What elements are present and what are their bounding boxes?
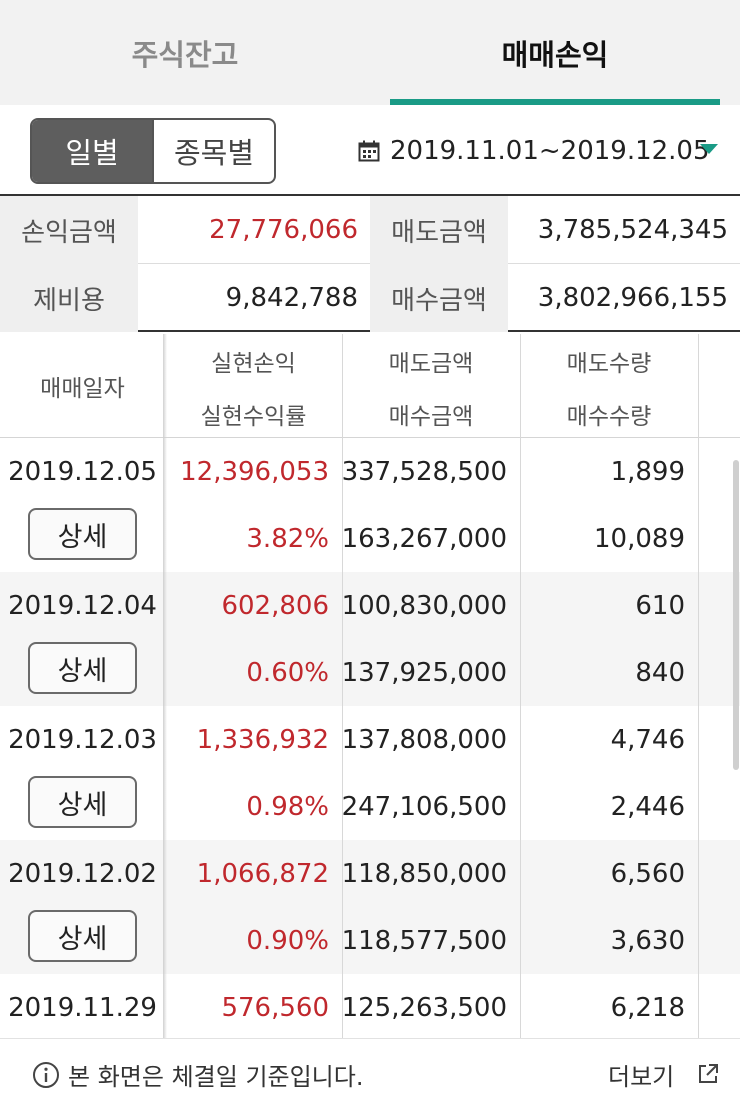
tab-trading-pl[interactable]: 매매손익 <box>501 37 609 72</box>
realized-pl: 602,806 <box>221 590 329 621</box>
header-buy-amount-label: 매수금액 <box>388 404 474 430</box>
external-link-icon[interactable] <box>697 1063 719 1085</box>
detail-button[interactable]: 상세 <box>28 910 137 962</box>
calendar-icon <box>358 140 380 162</box>
trade-rows[interactable]: 2019.12.05 상세 12,396,053 3.82% 337,528,5… <box>0 438 740 1038</box>
realized-rate: 0.98% <box>246 791 329 822</box>
sell-qty: 1,899 <box>610 456 685 487</box>
profit-amount-label: 손익금액 <box>0 196 138 264</box>
table-row: 2019.12.02 상세 1,066,872 0.90% 118,850,00… <box>0 840 740 974</box>
by-stock-toggle-button[interactable]: 종목별 <box>152 120 274 182</box>
buy-qty: 10,089 <box>594 523 685 554</box>
info-icon <box>33 1062 59 1088</box>
detail-button[interactable]: 상세 <box>28 508 137 560</box>
trade-date: 2019.12.03 <box>8 724 157 755</box>
summary-table: 손익금액 27,776,066 매도금액 3,785,524,345 제비용 9… <box>0 194 740 332</box>
daily-toggle-button[interactable]: 일별 <box>32 120 152 182</box>
sell-amount-label: 매도금액 <box>370 196 508 264</box>
detail-button[interactable]: 상세 <box>28 776 137 828</box>
table-row: 2019.12.05 상세 12,396,053 3.82% 337,528,5… <box>0 438 740 572</box>
header-buy-qty-label: 매수수량 <box>566 404 652 430</box>
buy-amount-value: 3,802,966,155 <box>537 283 728 313</box>
header-amounts: 매도금액 매수금액 <box>342 334 520 438</box>
buy-qty: 840 <box>635 657 685 688</box>
trade-date: 2019.12.05 <box>8 456 157 487</box>
realized-pl: 12,396,053 <box>180 456 329 487</box>
buy-amount-label: 매수금액 <box>370 264 508 332</box>
horizontal-scroll-indicator[interactable] <box>733 460 739 770</box>
tab-stock-balance[interactable]: 주식잔고 <box>131 37 239 72</box>
sell-qty: 4,746 <box>610 724 685 755</box>
header-quantities: 매도수량 매수수량 <box>520 334 698 438</box>
buy-amount: 163,267,000 <box>341 523 507 554</box>
more-link[interactable]: 더보기 <box>608 1063 675 1091</box>
table-row: 2019.12.03 상세 1,336,932 0.98% 137,808,00… <box>0 706 740 840</box>
table-row: 2019.11.29 576,560 125,263,500 6,218 <box>0 974 740 1038</box>
column-divider <box>342 334 343 1038</box>
active-tab-indicator <box>390 99 720 105</box>
top-tab-bar: 주식잔고 매매손익 <box>0 0 740 105</box>
sell-qty: 610 <box>635 590 685 621</box>
realized-pl: 576,560 <box>221 992 329 1023</box>
sell-qty: 6,560 <box>610 858 685 889</box>
column-divider <box>520 334 521 1038</box>
realized-rate: 0.60% <box>246 657 329 688</box>
header-sell-qty-label: 매도수량 <box>566 351 652 377</box>
profit-amount-value: 27,776,066 <box>209 215 358 245</box>
realized-rate: 0.90% <box>246 925 329 956</box>
header-realized-pl: 실현손익 실현수익률 <box>165 334 342 438</box>
sell-amount: 337,528,500 <box>341 456 507 487</box>
table-row: 2019.12.04 상세 602,806 0.60% 100,830,000 … <box>0 572 740 706</box>
date-range-text: 2019.11.01~2019.12.05 <box>390 136 710 166</box>
sell-amount: 118,850,000 <box>341 858 507 889</box>
buy-amount: 247,106,500 <box>341 791 507 822</box>
header-trade-date: 매매일자 <box>40 376 125 402</box>
sell-amount: 125,263,500 <box>341 992 507 1023</box>
frozen-column-shadow <box>163 334 167 1038</box>
sell-qty: 6,218 <box>610 992 685 1023</box>
realized-rate: 3.82% <box>246 523 329 554</box>
fees-label: 제비용 <box>0 264 138 332</box>
table-header: 매매일자 실현손익 실현수익률 매도금액 매수금액 매도수량 매수수량 <box>0 334 740 438</box>
header-realized-pl-label: 실현손익 <box>211 351 296 377</box>
realized-pl: 1,066,872 <box>196 858 329 889</box>
header-realized-rate-label: 실현수익률 <box>200 404 307 430</box>
header-sell-amount-label: 매도금액 <box>388 351 474 377</box>
trade-date: 2019.12.04 <box>8 590 157 621</box>
realized-pl: 1,336,932 <box>196 724 329 755</box>
buy-amount: 137,925,000 <box>341 657 507 688</box>
trade-date: 2019.11.29 <box>8 992 157 1023</box>
fees-value: 9,842,788 <box>225 283 358 313</box>
notice-text: 본 화면은 체결일 기준입니다. <box>68 1063 364 1091</box>
view-toggle: 일별 종목별 <box>30 118 276 184</box>
buy-qty: 3,630 <box>610 925 685 956</box>
date-range-selector[interactable]: 2019.11.01~2019.12.05 <box>358 126 710 176</box>
sell-amount: 137,808,000 <box>341 724 507 755</box>
trade-date: 2019.12.02 <box>8 858 157 889</box>
column-divider <box>698 334 699 1038</box>
footer-bar: 본 화면은 체결일 기준입니다. 더보기 <box>0 1038 740 1110</box>
chevron-down-icon[interactable] <box>700 144 718 154</box>
sell-amount-value: 3,785,524,345 <box>537 215 728 245</box>
sell-amount: 100,830,000 <box>341 590 507 621</box>
detail-button[interactable]: 상세 <box>28 642 137 694</box>
buy-amount: 118,577,500 <box>341 925 507 956</box>
buy-qty: 2,446 <box>610 791 685 822</box>
